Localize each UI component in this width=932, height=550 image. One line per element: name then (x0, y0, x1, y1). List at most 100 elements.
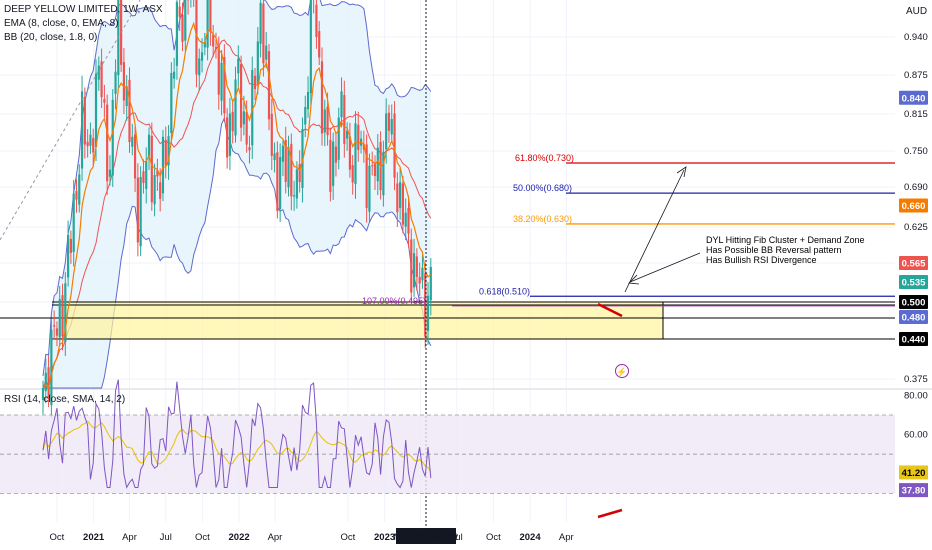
price-badge-bb-basis: 0.565 (899, 256, 928, 270)
lightning-icon: ⚡ (616, 366, 627, 378)
price-badge-label: 0.500 (902, 298, 926, 309)
y-tick-label: 0.375 (904, 374, 928, 385)
candle-body (214, 46, 218, 50)
symbol-title[interactable]: DEEP YELLOW LIMITED, 1W, ASX (4, 4, 163, 15)
candle-body (287, 146, 290, 188)
candle-body (122, 62, 126, 101)
candle-body (309, 0, 312, 94)
axes: 0.940 0.875 0.815 0.750 0.690 0.625 0.375 80.00… (50, 32, 928, 544)
candle-body (256, 41, 259, 84)
candle-body (67, 235, 70, 278)
candle-body (387, 112, 391, 131)
rsi-badge-label: 37.80 (902, 486, 926, 497)
candle-body (150, 135, 153, 203)
candle-body (111, 99, 114, 176)
candle-body (251, 69, 254, 146)
candle-body (50, 329, 53, 406)
candle-body (343, 95, 346, 144)
candle-body (69, 238, 72, 253)
price-badge-bb-lower: 0.480 (899, 310, 928, 324)
candle-body (326, 106, 329, 136)
candle-body (346, 130, 349, 139)
candle-body (318, 31, 321, 58)
currency-label: AUD (906, 6, 928, 17)
candle-body (340, 91, 343, 118)
candle-body (86, 141, 89, 147)
fib-levels: 61.80%(0.730) 50.00%(0.680) 38.20%(0.630) 0… (362, 153, 895, 307)
ema-line (42, 21, 432, 390)
candle-body (209, 0, 212, 32)
candle-body (418, 276, 421, 284)
x-tick-label: Oct (341, 532, 356, 543)
y-tick-label: 0.815 (904, 109, 928, 120)
candle-body (412, 253, 416, 288)
candle-body (295, 169, 298, 199)
price-badge-label: 0.440 (902, 335, 926, 346)
price-badge-bg (899, 275, 928, 289)
candle-body (270, 113, 273, 156)
price-badge-bg (899, 90, 928, 105)
y-tick-label: 0.690 (904, 182, 928, 193)
candle-body (125, 86, 128, 107)
candle-body (253, 75, 257, 90)
rsi-line (42, 379, 432, 489)
candle-body (92, 137, 95, 153)
candle-body (53, 325, 56, 327)
price-badge-bg (899, 310, 928, 324)
candle-body (281, 145, 285, 162)
price-pane: 61.80%(0.730) 50.00%(0.680) 38.20%(0.630) 0… (0, 0, 932, 528)
price-badge-label: 0.660 (902, 201, 926, 212)
x-tick-label: 2024 (519, 532, 541, 543)
candle-body (212, 34, 215, 47)
crosshair-date-box (396, 528, 456, 544)
arrow-left-head (628, 274, 640, 285)
rsi-legend[interactable]: RSI (14, close, SMA, 14, 2) (4, 394, 126, 405)
x-tick-label: Oct (50, 532, 65, 543)
candle-body (337, 117, 340, 160)
candle-body (306, 91, 310, 110)
candle-body (220, 62, 223, 101)
candle-body (354, 123, 357, 185)
rsi-badge-label: 41.20 (902, 468, 926, 479)
x-tick-label: 2021 (83, 532, 105, 543)
price-badges[interactable]: 0.840 0.660 0.565 0.535 0.500 0.480 0.440 41.20… (899, 90, 928, 498)
bb-legend[interactable]: BB (20, close, 1.8, 0) (4, 32, 98, 43)
fib-label: 107.00%(0.495) (362, 296, 426, 306)
candle-body (228, 113, 232, 156)
candle-body (407, 207, 410, 234)
candle-body (223, 57, 226, 114)
candle-body (329, 139, 332, 192)
candle-body (167, 136, 170, 166)
candle-body (80, 91, 84, 169)
candle-body (259, 2, 262, 44)
candle-body (156, 170, 159, 177)
candle-body (298, 163, 301, 183)
candle-body (139, 177, 142, 247)
candle-body (396, 183, 399, 213)
price-badge-bg (899, 256, 928, 270)
price-badge-label: 0.480 (902, 313, 926, 324)
candle-body (55, 328, 59, 336)
candle-body (351, 165, 354, 183)
x-tick-label: Oct (486, 532, 501, 543)
candle-body (103, 99, 106, 103)
candle-body (97, 65, 100, 80)
candle-body (401, 183, 405, 225)
demand-zone-rect (59, 301, 664, 340)
candle-body (276, 152, 279, 212)
candle-body (385, 113, 388, 150)
y-tick-label: 0.750 (904, 146, 928, 157)
candle-body (382, 151, 385, 196)
candle-body (78, 174, 81, 205)
candle-body (393, 113, 396, 178)
candle-body (198, 58, 201, 76)
candle-body (142, 171, 145, 184)
price-badge-last: 0.535 (899, 275, 928, 289)
annotation-text: Has Bullish RSI Divergence (706, 255, 817, 265)
ema-legend[interactable]: EMA (8, close, 0, EMA, 8) (4, 18, 119, 29)
candle-body (108, 169, 112, 177)
annotation-text: DYL Hitting Fib Cluster + Demand Zone (706, 235, 864, 245)
candle-body (136, 177, 139, 243)
candle-body (61, 295, 64, 337)
price-badge-bb-upper: 0.840 (899, 90, 928, 105)
